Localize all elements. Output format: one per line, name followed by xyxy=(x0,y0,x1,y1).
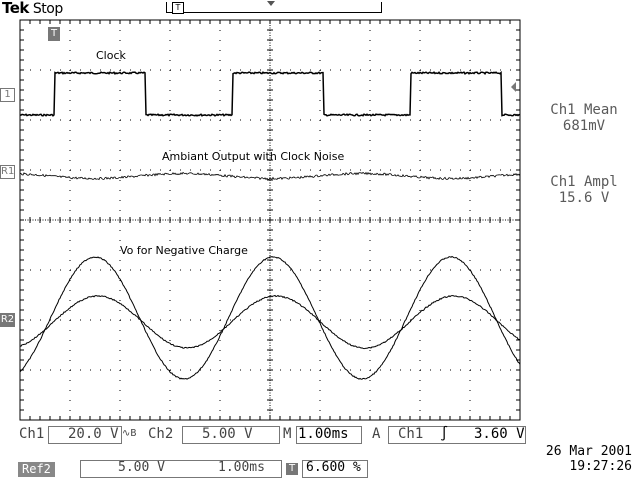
graticule xyxy=(19,19,521,421)
record-position-bar[interactable] xyxy=(166,2,382,13)
brand: Tek Stop xyxy=(2,0,63,17)
trigger-point-arrow xyxy=(267,1,275,6)
measurement-1: Ch1 Mean 681mV xyxy=(534,102,634,134)
top-bar: Tek Stop T xyxy=(0,0,640,18)
trigger-box[interactable] xyxy=(388,426,526,444)
ch1-scale-box[interactable] xyxy=(48,426,122,444)
bandwidth-limit-icon: ∿B xyxy=(122,428,137,439)
ref2-time: 1.00ms xyxy=(218,460,265,475)
vo-trace-large xyxy=(19,255,521,380)
ref2-marker[interactable]: R2 xyxy=(0,313,15,327)
timebase-value: 1.00ms xyxy=(298,426,349,442)
ref2-label[interactable]: Ref2 xyxy=(18,462,55,477)
date: 26 Mar 2001 xyxy=(545,444,632,459)
status-bar: Ch1 20.0 V ∿B Ch2 5.00 V M 1.00ms A Ch1 … xyxy=(0,424,640,480)
ref1-marker[interactable]: R1 xyxy=(0,165,15,179)
cursor-value: 6.600 % xyxy=(306,460,361,475)
trigger-marker: T xyxy=(48,27,60,41)
clock-label: Clock xyxy=(96,49,126,62)
vo-label: Vo for Negative Charge xyxy=(120,244,248,257)
timebase-label: M xyxy=(283,426,292,442)
cursor-box[interactable] xyxy=(302,460,368,478)
brand-name: Tek xyxy=(2,0,29,17)
ch1-label: Ch1 xyxy=(19,426,45,442)
acquisition-state: Stop xyxy=(32,1,63,17)
ch2-label: Ch2 xyxy=(148,426,174,442)
ch1-ground-marker[interactable]: 1 xyxy=(0,88,15,102)
measurement-2: Ch1 Ampl 15.6 V xyxy=(534,174,634,206)
measurement-1-value: 681mV xyxy=(562,118,606,134)
timebase-box[interactable] xyxy=(296,426,362,444)
ambiant-label: Ambiant Output with Clock Noise xyxy=(162,150,345,163)
trigger-position-marker[interactable]: T xyxy=(172,2,184,14)
ch2-scale: 5.00 V xyxy=(202,426,253,442)
trigger-source: Ch1 xyxy=(398,426,424,442)
cursor-marker: T xyxy=(286,463,298,475)
vo-trace-small xyxy=(19,294,520,350)
ambient-output-trace xyxy=(19,171,521,181)
ch2-scale-box[interactable] xyxy=(182,426,280,444)
time: 19:27:26 xyxy=(569,459,632,474)
ref2-box[interactable] xyxy=(80,460,282,478)
date-time: 26 Mar 2001 19:27:26 xyxy=(546,444,632,474)
ch1-offset-arrow xyxy=(511,82,516,92)
ref2-scale: 5.00 V xyxy=(118,460,165,475)
trigger-label: A xyxy=(372,426,381,442)
measurement-1-label: Ch1 Mean xyxy=(550,102,618,118)
trigger-level: 3.60 V xyxy=(474,426,525,442)
measurement-2-value: 15.6 V xyxy=(558,190,610,206)
scope-display xyxy=(19,19,521,421)
trigger-slope-icon: ∫ xyxy=(440,426,449,442)
measurement-2-label: Ch1 Ampl xyxy=(550,174,618,190)
clock-trace xyxy=(19,70,521,117)
ch1-scale: 20.0 V xyxy=(68,426,119,442)
